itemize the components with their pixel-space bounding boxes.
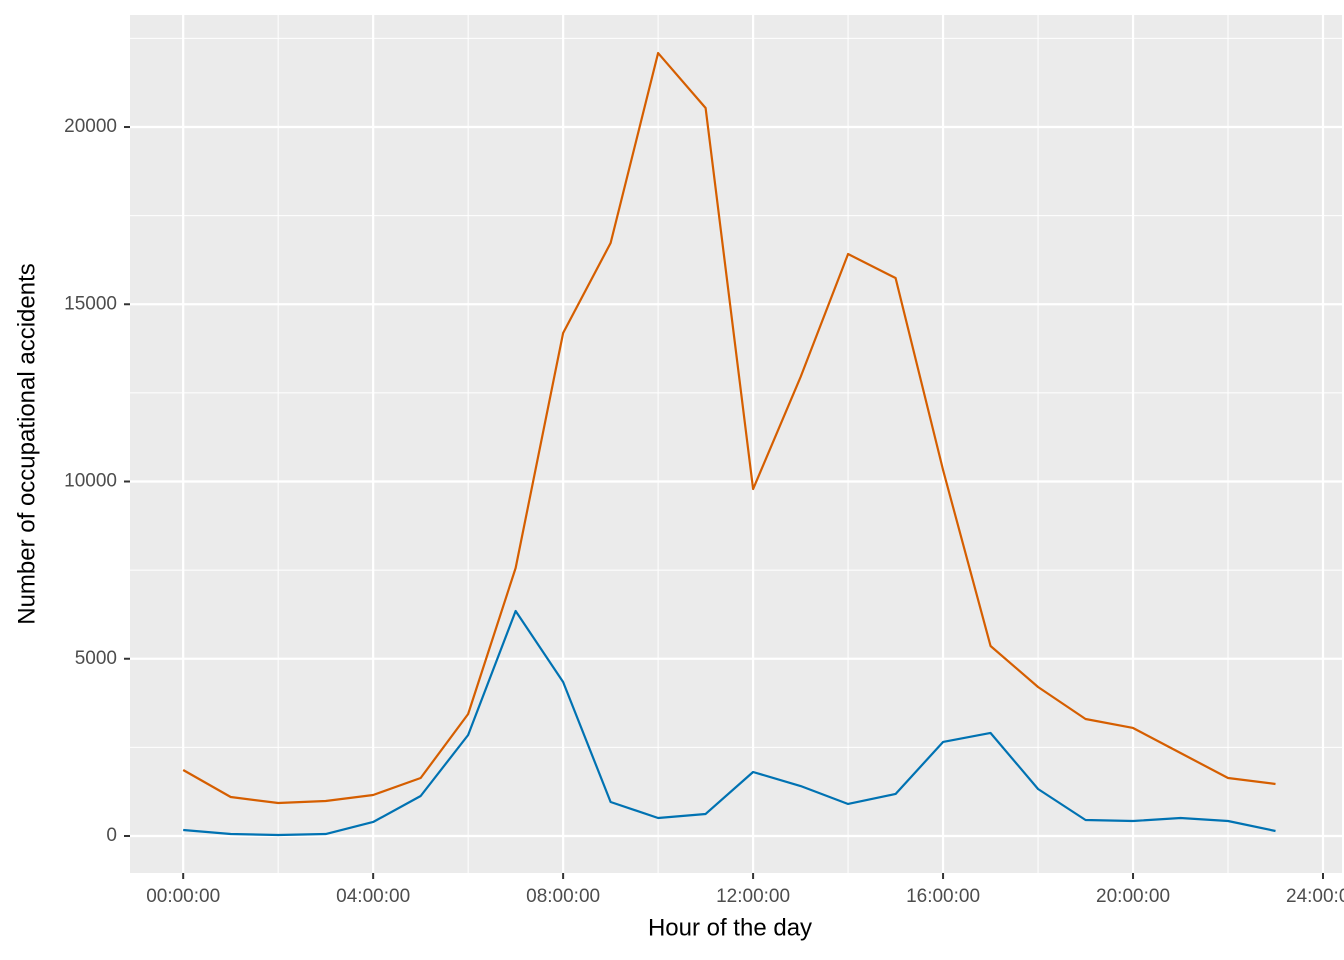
- x-tick-label: 08:00:00: [526, 886, 600, 907]
- y-tick-label: 15000: [64, 293, 117, 314]
- panel: [130, 15, 1342, 873]
- series-line: [182, 51, 1276, 805]
- x-tick-label: 12:00:00: [716, 886, 790, 907]
- x-axis-title: Hour of the day: [648, 914, 812, 941]
- x-tick-label: 00:00:00: [146, 886, 220, 907]
- x-tick-label: 20:00:00: [1096, 886, 1170, 907]
- series-line: [183, 609, 1276, 837]
- x-tick-label: 16:00:00: [906, 886, 980, 907]
- y-tick-label: 5000: [75, 648, 117, 669]
- y-axis-title: Number of occupational accidents: [13, 263, 40, 625]
- x-tick-label: 04:00:00: [336, 886, 410, 907]
- axes: 0 5000 10000 15000 20000 00:00:00 04:00:00 08:0…: [64, 116, 1344, 907]
- x-tick-label: 24:00:00: [1286, 886, 1344, 907]
- lines: [182, 51, 1276, 837]
- y-tick-label: 10000: [64, 471, 117, 492]
- y-tick-label: 0: [106, 825, 117, 846]
- grid: [130, 15, 1342, 873]
- y-tick-label: 20000: [64, 116, 117, 137]
